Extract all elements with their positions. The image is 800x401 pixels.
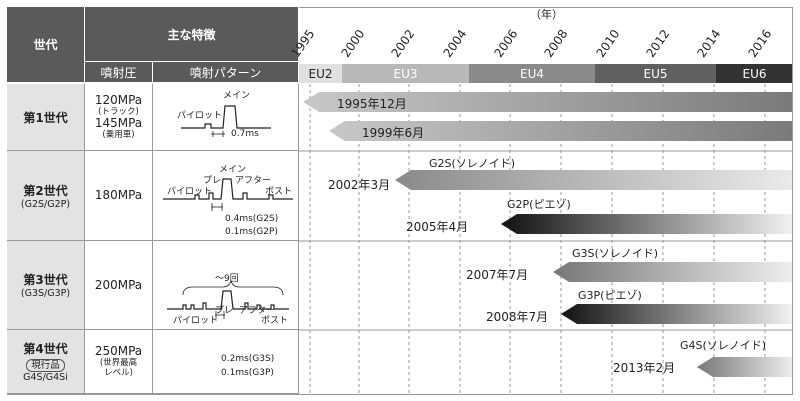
arrow-2013 <box>697 357 793 377</box>
arrow-2008-date: 2008年7月 <box>486 310 549 324</box>
eu2-band: EU2 <box>299 64 342 83</box>
gen4-title: 第4世代 <box>23 342 68 356</box>
header-injection-pattern: 噴射パターン <box>153 62 299 83</box>
gen2-pressure-value: 180MPa <box>94 188 143 202</box>
eu5-label: EU5 <box>643 66 668 81</box>
arrow-1995 <box>303 92 793 112</box>
table-right-border <box>792 7 793 395</box>
gen3-subtitle: (G3S/G3P) <box>20 288 71 299</box>
eu4-band: EU4 <box>469 64 595 83</box>
gen3-cell: 第3世代 (G3S/G3P) <box>7 241 85 330</box>
arrow-2002-tech: G2S(ソレノイド) <box>429 157 516 170</box>
arrow-2007-date: 2007年7月 <box>466 268 529 282</box>
eu5-band: EU5 <box>595 64 716 83</box>
gen2-time2-label: 0.1ms(G2P) <box>225 227 278 237</box>
header-main-features: 主な特徴 <box>85 7 299 62</box>
arrow-2005 <box>501 214 793 234</box>
year-header <box>299 7 793 62</box>
gen1-cell: 第1世代 <box>7 84 85 151</box>
gen2-time1-label: 0.4ms(G2S) <box>225 214 279 224</box>
gen4-subtitle-current: 現行品 <box>26 359 65 372</box>
eu2-label: EU2 <box>308 66 333 81</box>
gen2-after-label: アフター <box>235 176 272 186</box>
eu3-label: EU3 <box>393 66 418 81</box>
gen2-main-label: メイン <box>219 165 247 175</box>
gen1-main-label: メイン <box>223 91 251 101</box>
gen2-cell: 第2世代 (G2S/G2P) <box>7 151 85 241</box>
gen1-pressure-car: 145MPa <box>94 116 143 130</box>
gen4-pressure-note1: (世界最高 <box>99 358 138 368</box>
gen1-pattern: メイン パイロット 0.7ms <box>153 84 299 151</box>
arrow-2005-date: 2005年4月 <box>406 220 469 234</box>
gen1-pilot-label: パイロット <box>177 111 223 121</box>
gen3-post-label: ポスト <box>261 316 289 326</box>
arrow-2005-tech: G2P(ピエゾ) <box>507 198 571 211</box>
gen4-pattern: 0.2ms(G3S) 0.1ms(G3P) <box>153 330 299 394</box>
gen4-cell: 第4世代 現行品 G4S/G4Si <box>7 330 85 394</box>
arrow-2007-tech: G3S(ソレノイド) <box>572 247 659 260</box>
arrow-2008-tech: G3P(ピエゾ) <box>578 289 642 302</box>
gen1-pattern-waveform <box>181 105 271 137</box>
gen3-count-label: 〜9回 <box>215 274 239 284</box>
gen3-title: 第3世代 <box>23 273 68 287</box>
gen1-title: 第1世代 <box>23 110 68 125</box>
gen4-pressure-note2: レベル) <box>104 368 133 378</box>
year-unit: （年） <box>530 8 563 21</box>
arrow-2008 <box>561 304 793 324</box>
timeline-area <box>299 84 793 395</box>
gen3-pre-label: プレ <box>215 306 234 316</box>
gen1-pressure-truck-note: (トラック) <box>98 107 139 117</box>
gen2-pattern-waveform <box>163 178 293 211</box>
gen2-pilot-label: パイロット <box>167 187 213 197</box>
header-injection-pressure: 噴射圧 <box>85 62 153 83</box>
header-generation: 世代 <box>7 7 85 83</box>
gen3-pressure-value: 200MPa <box>94 277 143 292</box>
eu6-label: EU6 <box>742 66 767 81</box>
gen3-pattern: 〜9回 プレ アフター パイロット ポスト <box>153 241 299 342</box>
gen2-post-label: ポスト <box>265 187 293 197</box>
arrow-2002 <box>395 170 793 190</box>
timeline-gridlines <box>309 84 766 395</box>
gen2-pressure: 180MPa <box>85 151 153 241</box>
arrow-1995-date: 1995年12月 <box>337 97 407 111</box>
gen3-pilot-label: パイロット <box>173 316 219 326</box>
table-bottom-border <box>7 394 793 395</box>
arrow-2013-date: 2013年2月 <box>613 361 676 375</box>
gen2-title: 第2世代 <box>23 183 68 198</box>
arrow-2007 <box>553 262 793 282</box>
arrow-2002-date: 2002年3月 <box>328 178 391 192</box>
eu3-band: EU3 <box>342 64 469 83</box>
gen3-after-label: アフター <box>239 306 276 316</box>
gen3-time2-label: 0.1ms(G3P) <box>221 368 274 378</box>
eu6-band: EU6 <box>716 64 793 83</box>
gen2-subtitle: (G2S/G2P) <box>20 198 71 210</box>
gen4-pressure: 250MPa (世界最高 レベル) <box>85 330 153 394</box>
gen1-pressure-truck: 120MPa <box>94 93 143 107</box>
gen4-subtitle-models: G4S/G4Si <box>23 372 68 383</box>
gen4-pressure-value: 250MPa <box>94 344 143 358</box>
eu4-label: EU4 <box>520 66 544 81</box>
gen3-time1-label: 0.2ms(G3S) <box>221 354 275 364</box>
gen1-time-label: 0.7ms <box>231 129 259 139</box>
arrow-1999-date: 1999年6月 <box>362 126 425 140</box>
gen3-pressure: 200MPa <box>85 241 153 330</box>
gen2-pattern: メイン プレ アフター パイロット ポスト 0.4ms(G2S) 0.1ms(G… <box>153 151 299 241</box>
gen1-pressure-car-note: (乗用車) <box>102 130 135 140</box>
arrow-2013-tech: G4S(ソレノイド) <box>680 339 767 352</box>
arrow-1999 <box>329 121 793 141</box>
gen2-pre-label: プレ <box>203 176 222 186</box>
gen1-pressure: 120MPa (トラック) 145MPa (乗用車) <box>85 84 153 151</box>
